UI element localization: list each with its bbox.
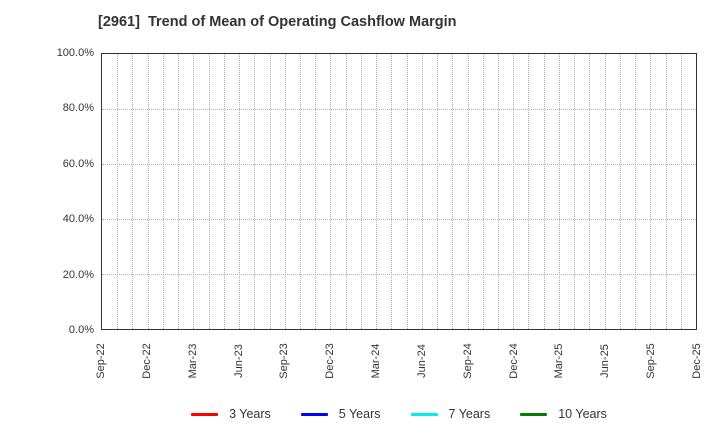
legend-item-3-years: 3 Years — [191, 407, 271, 421]
gridline-vertical — [589, 54, 591, 329]
gridline-vertical — [543, 54, 545, 329]
legend-label: 5 Years — [338, 407, 381, 421]
legend-line-swatch — [410, 412, 438, 416]
x-tick-label: Mar-24 — [370, 343, 383, 379]
gridline-vertical — [650, 54, 652, 329]
gridline-vertical — [117, 54, 119, 329]
gridline-vertical — [467, 54, 469, 329]
gridline-vertical — [178, 54, 180, 329]
gridline-vertical — [421, 54, 423, 329]
gridline-vertical — [437, 54, 439, 329]
plot-area — [101, 53, 697, 330]
x-tick-label: Dec-25 — [691, 343, 703, 379]
gridline-vertical — [528, 54, 530, 329]
series-layer — [102, 54, 696, 329]
x-tick-label: Mar-23 — [186, 343, 199, 379]
chart-title: [2961] Trend of Mean of Operating Cashfl… — [98, 14, 457, 30]
gridline-vertical — [330, 54, 332, 329]
gridline-vertical — [208, 54, 210, 329]
gridline-vertical — [558, 54, 560, 329]
x-tick-label: Mar-25 — [553, 343, 566, 379]
gridline-vertical — [269, 54, 271, 329]
gridline-vertical — [132, 54, 134, 329]
y-tick-label: 0.0% — [68, 324, 94, 336]
x-tick-label: Sep-23 — [278, 343, 291, 379]
legend-label: 7 Years — [448, 407, 491, 421]
legend-label: 3 Years — [229, 407, 271, 421]
gridline-vertical — [574, 54, 576, 329]
legend-line-swatch — [191, 412, 219, 416]
legend-item-5-years: 5 Years — [300, 407, 381, 421]
gridline-vertical — [665, 54, 667, 329]
gridline-vertical — [300, 54, 301, 329]
gridline-vertical — [360, 54, 362, 329]
x-tick-label: Sep-24 — [461, 343, 474, 379]
y-tick-label: 60.0% — [62, 157, 94, 170]
x-tick-label: Sep-25 — [645, 343, 658, 379]
legend-label: 10 Years — [558, 407, 607, 421]
gridline-vertical — [223, 54, 225, 329]
x-tick-label: Jun-24 — [415, 344, 428, 378]
y-tick-label: 20.0% — [62, 268, 94, 281]
gridline-vertical — [680, 54, 682, 329]
x-tick-label: Sep-22 — [95, 343, 107, 379]
y-tick-label: 40.0% — [62, 213, 94, 226]
legend-item-10-years: 10 Years — [520, 407, 607, 421]
gridline-vertical — [239, 54, 241, 329]
legend: 3 Years 5 Years 7 Years 10 Years — [101, 403, 697, 425]
gridline-vertical — [376, 54, 378, 329]
gridline-vertical — [391, 54, 393, 329]
y-tick-label: 100.0% — [56, 47, 94, 59]
x-tick-label: Dec-23 — [324, 343, 337, 379]
x-tick-label: Jun-23 — [232, 344, 245, 378]
gridline-horizontal — [102, 219, 696, 220]
gridline-vertical — [619, 54, 621, 329]
legend-item-7-years: 7 Years — [410, 407, 491, 421]
gridline-vertical — [147, 54, 149, 329]
gridline-vertical — [452, 54, 454, 329]
gridline-horizontal — [102, 109, 696, 110]
gridline-horizontal — [102, 274, 696, 275]
x-tick-label: Dec-24 — [507, 343, 520, 379]
x-tick-label: Dec-22 — [140, 343, 153, 379]
gridline-vertical — [315, 54, 317, 329]
gridline-vertical — [254, 54, 256, 329]
gridline-vertical — [284, 54, 286, 329]
gridline-vertical — [162, 54, 164, 329]
gridline-vertical — [635, 54, 637, 329]
gridline-vertical — [498, 54, 499, 329]
gridline-vertical — [406, 54, 408, 329]
legend-line-swatch — [520, 412, 548, 416]
gridline-horizontal — [102, 164, 696, 165]
gridline-vertical — [604, 54, 606, 329]
y-tick-label: 80.0% — [62, 102, 94, 115]
gridline-vertical — [193, 54, 195, 329]
gridline-vertical — [482, 54, 484, 329]
gridline-vertical — [345, 54, 347, 329]
gridline-vertical — [513, 54, 515, 329]
legend-line-swatch — [300, 412, 328, 416]
x-tick-label: Jun-25 — [599, 344, 612, 378]
